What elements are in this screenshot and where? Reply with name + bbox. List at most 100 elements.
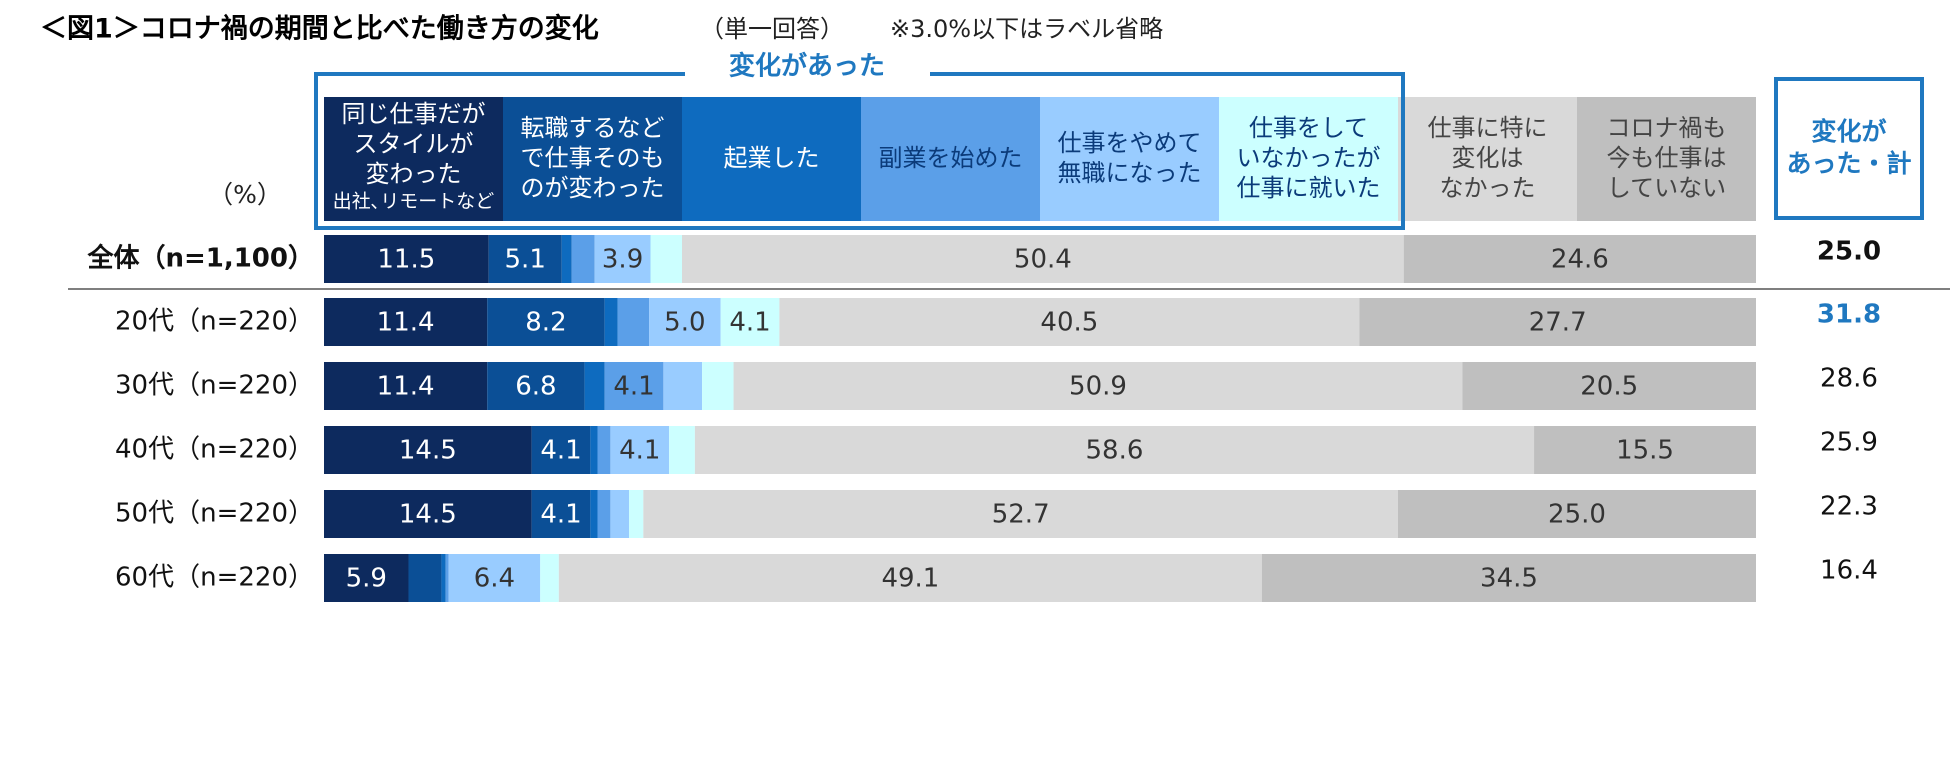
chart-title: ＜図1＞コロナ禍の期間と比べた働き方の変化	[40, 13, 599, 45]
legend-swatch	[682, 97, 861, 221]
bar-segment	[604, 362, 664, 410]
legend-swatch	[1577, 97, 1756, 221]
value-label: 25.0	[1548, 500, 1606, 530]
totals-header: 変化があった・計	[1786, 117, 1911, 178]
value-label: 52.7	[992, 500, 1050, 530]
value-label: 50.4	[1014, 245, 1072, 275]
bar-segment	[1261, 554, 1756, 602]
bar-segment	[561, 235, 572, 283]
legend-label: 起業した	[724, 144, 820, 172]
bar-segment	[1534, 426, 1756, 474]
bar-segment	[324, 235, 489, 283]
bar-segment	[558, 554, 1262, 602]
bar-segment	[650, 235, 682, 283]
value-label: 4.1	[540, 436, 581, 466]
bar-segment	[590, 490, 598, 538]
y-tick-label: 30代（n=220）	[115, 371, 314, 401]
bar-segment	[649, 298, 721, 346]
bar-segment	[663, 362, 703, 410]
total-value: 25.0	[1817, 237, 1881, 267]
bar-segment	[324, 554, 409, 602]
bar-segment	[448, 554, 541, 602]
bar-segment	[540, 554, 559, 602]
value-label: 11.4	[377, 372, 435, 402]
bar-segment	[597, 426, 611, 474]
legend-swatch	[324, 97, 503, 221]
value-label: 50.9	[1069, 372, 1127, 402]
legend-swatch	[1219, 97, 1398, 221]
group-label: 変化があった	[729, 51, 885, 82]
value-label: 34.5	[1480, 564, 1538, 594]
bar-segment	[531, 426, 591, 474]
y-tick-label: 50代（n=220）	[115, 499, 314, 529]
bar-segment	[594, 235, 651, 283]
chart-subtitle: （単一回答）	[700, 15, 844, 43]
bar-segment	[487, 362, 585, 410]
group-label-bg	[685, 62, 930, 88]
value-label: 15.5	[1616, 436, 1674, 466]
value-label: 8.2	[525, 308, 566, 338]
value-label: 24.6	[1551, 245, 1609, 275]
legend-label: 仕事をしていなかったが仕事に就いた	[1237, 114, 1381, 202]
bar-segment	[324, 298, 488, 346]
value-label: 4.1	[729, 308, 770, 338]
legend-note: 出社､リモートなど	[333, 191, 495, 213]
bar-segment	[694, 426, 1535, 474]
legend-label: 同じ仕事だがスタイルが変わった	[342, 100, 486, 188]
total-value: 31.8	[1817, 300, 1881, 330]
bar-segment	[488, 235, 562, 283]
value-label: 11.5	[377, 245, 435, 275]
bar-segment	[702, 362, 734, 410]
bar-segment	[733, 362, 1463, 410]
bar-segment	[408, 554, 442, 602]
bar-segment	[669, 426, 695, 474]
value-label: 3.9	[602, 245, 643, 275]
bar-segment	[604, 298, 618, 346]
value-label: 6.8	[515, 372, 556, 402]
bar-segment	[531, 490, 591, 538]
y-tick-label: 40代（n=220）	[115, 435, 314, 465]
unit-label: （%）	[208, 180, 282, 209]
bar-segment	[445, 554, 449, 602]
bar-segment	[629, 490, 644, 538]
bar-segment	[643, 490, 1398, 538]
value-label: 11.4	[377, 308, 435, 338]
bar-segment	[720, 298, 780, 346]
totals-header-box	[1774, 77, 1924, 220]
value-label: 58.6	[1086, 436, 1144, 466]
bar-segment	[1398, 490, 1756, 538]
legend-swatch	[1398, 97, 1577, 221]
total-value: 16.4	[1820, 556, 1878, 586]
value-label: 27.7	[1529, 308, 1587, 338]
value-label: 40.5	[1040, 308, 1098, 338]
value-label: 5.0	[664, 308, 705, 338]
bar-segment	[441, 554, 446, 602]
bar-segment	[324, 490, 532, 538]
legend-swatch	[503, 97, 682, 221]
y-tick-label: 60代（n=220）	[115, 563, 314, 593]
legend-swatch	[861, 97, 1040, 221]
bar-segment	[324, 426, 532, 474]
value-label: 5.9	[346, 564, 387, 594]
legend-label: 副業を始めた	[879, 144, 1023, 172]
chart-note: ※3.0%以下はラベル省略	[890, 15, 1163, 43]
legend-label: 転職するなどで仕事そのものが変わった	[521, 114, 665, 202]
legend-label: 仕事をやめて無職になった	[1058, 129, 1202, 187]
bar-segment	[324, 362, 488, 410]
total-value: 25.9	[1820, 428, 1878, 458]
bar-segment	[571, 235, 595, 283]
value-label: 20.5	[1580, 372, 1638, 402]
bar-segment	[584, 362, 605, 410]
y-tick-label: 20代（n=220）	[115, 307, 314, 337]
y-tick-label: 全体（n=1,100）	[86, 243, 314, 274]
value-label: 14.5	[399, 500, 457, 530]
value-label: 5.1	[505, 245, 546, 275]
value-label: 4.1	[540, 500, 581, 530]
total-value: 22.3	[1820, 492, 1878, 522]
legend-label: コロナ禍も今も仕事はしていない	[1607, 114, 1727, 202]
bar-segment	[590, 426, 598, 474]
bar-segment	[617, 298, 650, 346]
bar-segment	[1359, 298, 1756, 346]
legend-label: 仕事に特に変化はなかった	[1428, 114, 1548, 202]
